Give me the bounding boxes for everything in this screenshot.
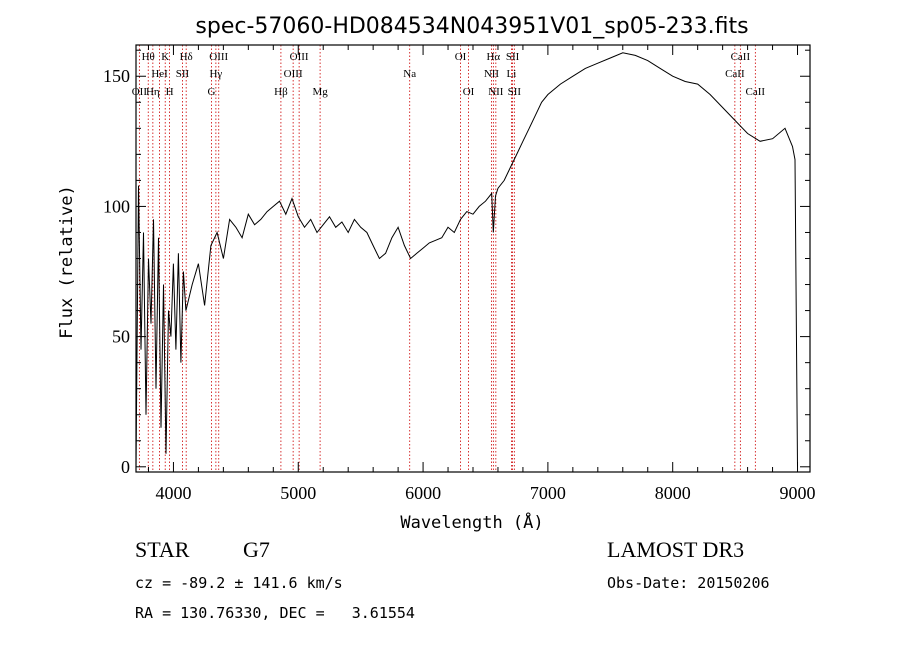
emission-line-label: K [161, 51, 169, 63]
x-tick-label: 8000 [655, 483, 691, 503]
emission-line-label: Hα [486, 51, 500, 63]
emission-line-label: OII [132, 86, 148, 98]
observation-date: Obs-Date: 20150206 [607, 574, 770, 592]
survey-name: LAMOST DR3 [607, 537, 745, 562]
x-axis-label: Wavelength (Å) [400, 511, 543, 533]
emission-line-label: SII [506, 51, 520, 63]
y-tick-label: 50 [112, 327, 130, 347]
redshift-velocity: cz = -89.2 ± 141.6 km/s [135, 574, 343, 592]
emission-line-label: OIII [209, 51, 228, 63]
emission-line-label: CaII [731, 51, 751, 63]
coordinates: RA = 130.76330, DEC = 3.61554 [135, 604, 415, 622]
emission-line-label: Hγ [209, 68, 222, 80]
emission-line-label: HeI [151, 68, 168, 80]
emission-line-markers [138, 45, 756, 472]
emission-line-label: Li [507, 68, 517, 80]
plot-frame [135, 44, 811, 473]
emission-line-label: SII [508, 86, 522, 98]
x-tick-label: 5000 [280, 483, 316, 503]
y-tick-label: 0 [121, 457, 130, 477]
emission-line-label: CaII [725, 68, 745, 80]
emission-line-label: OI [455, 51, 467, 63]
emission-line-label: OIII [290, 51, 309, 63]
emission-line-label: Mg [312, 86, 328, 98]
axis-ticks: 4000 5000 6000 7000 8000 9000 0 50 100 150 [103, 45, 816, 503]
x-tick-label: 6000 [405, 483, 441, 503]
emission-line-label: OI [463, 86, 475, 98]
emission-line-label: Na [403, 68, 416, 80]
emission-line-label: NII [484, 68, 500, 80]
y-tick-label: 100 [103, 196, 130, 216]
emission-line-label: H [166, 86, 174, 98]
y-axis-label: Flux (relative) [57, 185, 77, 339]
x-tick-label: 4000 [155, 483, 191, 503]
spectral-subclass: G7 [243, 537, 270, 562]
spectrum-series [135, 52, 798, 467]
emission-line-label: Hβ [274, 86, 288, 98]
spectrum-line [135, 52, 798, 467]
x-tick-label: 9000 [780, 483, 816, 503]
emission-line-label: Hδ [180, 51, 193, 63]
emission-line-label: G [208, 86, 216, 98]
emission-line-label: Hθ [142, 51, 155, 63]
emission-line-label: Hη [146, 86, 160, 98]
emission-line-label: OIII [284, 68, 303, 80]
chart-title: spec-57060-HD084534N043951V01_sp05-233.f… [195, 14, 748, 39]
emission-line-label: NII [488, 86, 504, 98]
emission-line-label: SII [176, 68, 190, 80]
y-tick-label: 150 [103, 66, 130, 86]
emission-line-label: CaII [746, 86, 766, 98]
object-type: STAR [135, 537, 190, 562]
x-tick-label: 7000 [530, 483, 566, 503]
